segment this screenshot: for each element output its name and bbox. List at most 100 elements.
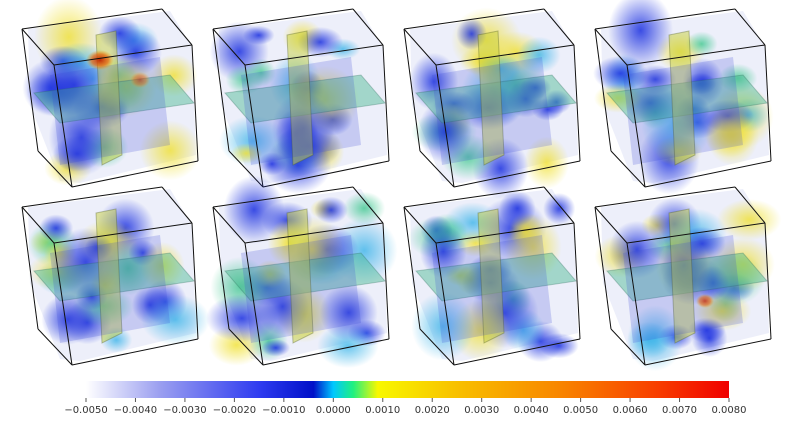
cube-edge	[37, 328, 73, 366]
cube-edge	[610, 328, 646, 366]
density-blob	[418, 99, 473, 164]
cube-edge	[244, 44, 384, 66]
depth-slice-plane	[241, 235, 361, 343]
colorbar: −0.0050 −0.0040 −0.0030 −0.0020 −0.0010 0.000…	[64, 381, 747, 416]
panel-1-4	[593, 0, 774, 195]
cube-edge	[352, 8, 384, 46]
density-blob	[543, 192, 576, 225]
cube-edge	[352, 186, 384, 224]
cube-edge	[594, 186, 736, 208]
cube-edge	[403, 206, 421, 330]
cube-edge	[403, 8, 545, 30]
cube-edge	[626, 64, 646, 188]
cube-edge	[419, 150, 455, 188]
colorbar-gradient	[86, 381, 729, 398]
colorbar-tick-label: 0.0010	[365, 405, 400, 416]
cube-edge	[644, 160, 772, 188]
cube-edge	[573, 222, 581, 340]
cube-edge	[453, 160, 581, 188]
cube-edge	[764, 222, 772, 340]
depth-slice-plane	[241, 57, 361, 165]
cube-edge	[244, 222, 384, 244]
cube-edge	[21, 206, 39, 330]
density-blob	[150, 54, 198, 97]
cube-edge	[71, 338, 199, 366]
panel-2-4	[594, 186, 782, 372]
density-blob	[319, 284, 378, 341]
depth-slice-plane	[623, 57, 743, 165]
cube-edge	[212, 28, 230, 152]
cube-edge	[212, 186, 354, 208]
cube-edge	[573, 44, 581, 162]
cube-edge	[403, 186, 545, 208]
cube-edge	[453, 338, 581, 366]
cube-edge	[594, 206, 628, 244]
density-blob	[517, 36, 561, 74]
vertical-slice-plane	[286, 208, 314, 344]
cube-edge	[53, 44, 193, 66]
cube-edge	[382, 44, 390, 162]
depth-slice-plane	[623, 235, 743, 343]
colorbar-tick-label: 0.0070	[662, 405, 697, 416]
depth-slice-plane	[432, 57, 552, 165]
cube-edge	[212, 206, 246, 244]
colorbar-tick-label: 0.0040	[514, 405, 549, 416]
density-blob	[48, 98, 115, 177]
cube-edge	[543, 8, 575, 46]
hotspot-marker	[86, 50, 114, 70]
density-blob	[139, 241, 185, 291]
cube-edge	[594, 8, 736, 30]
cube-edge	[435, 222, 575, 244]
cube-edge	[764, 44, 772, 162]
vertical-slice-plane	[477, 30, 505, 166]
depth-slice-plane	[432, 235, 552, 343]
cube-edge	[734, 8, 766, 46]
cube-edge	[734, 186, 766, 224]
depth-slice-plane	[50, 235, 170, 343]
density-blob	[230, 143, 263, 164]
density-blob	[206, 294, 278, 343]
density-blob	[246, 58, 276, 87]
panel-1-1	[21, 0, 201, 188]
cube-edge	[594, 28, 612, 152]
vertical-slice-plane	[477, 208, 505, 344]
density-blob	[261, 339, 291, 357]
cube-edge	[21, 8, 163, 30]
density-blob	[411, 291, 475, 361]
density-blob	[608, 220, 666, 279]
density-blob	[718, 63, 758, 93]
panel-1-2	[209, 8, 390, 194]
cube-edge	[403, 28, 421, 152]
vertical-slice-plane	[668, 30, 696, 166]
panel-2-1	[21, 186, 210, 366]
cube-edge	[244, 64, 264, 188]
colorbar-tick-label: 0.0060	[613, 405, 648, 416]
colorbar-tick-label: −0.0050	[64, 405, 107, 416]
density-blob	[608, 0, 674, 70]
panel-2-3	[403, 186, 581, 366]
density-blob	[519, 76, 552, 100]
cube-edge	[644, 338, 772, 366]
colorbar-tick-label: −0.0020	[213, 405, 256, 416]
cube-edge	[435, 242, 455, 366]
cube-edge	[262, 338, 390, 366]
density-blob	[705, 104, 760, 166]
cube-edge	[403, 28, 437, 66]
density-blob	[685, 31, 718, 57]
panel-2-2	[206, 175, 398, 369]
cube-edge	[382, 222, 390, 340]
cube-edge	[21, 186, 163, 208]
density-blob	[524, 136, 570, 189]
cube-edge	[212, 28, 246, 66]
cube-edge	[71, 160, 199, 188]
hotspot-marker	[130, 72, 150, 88]
density-blob	[682, 57, 724, 106]
colorbar-tick-label: 0.0020	[415, 405, 450, 416]
cube-edge	[435, 44, 575, 66]
cube-edge	[626, 44, 766, 66]
cube-edge	[244, 242, 264, 366]
density-blob	[314, 196, 348, 224]
cube-edge	[626, 242, 646, 366]
cube-edge	[53, 222, 193, 244]
